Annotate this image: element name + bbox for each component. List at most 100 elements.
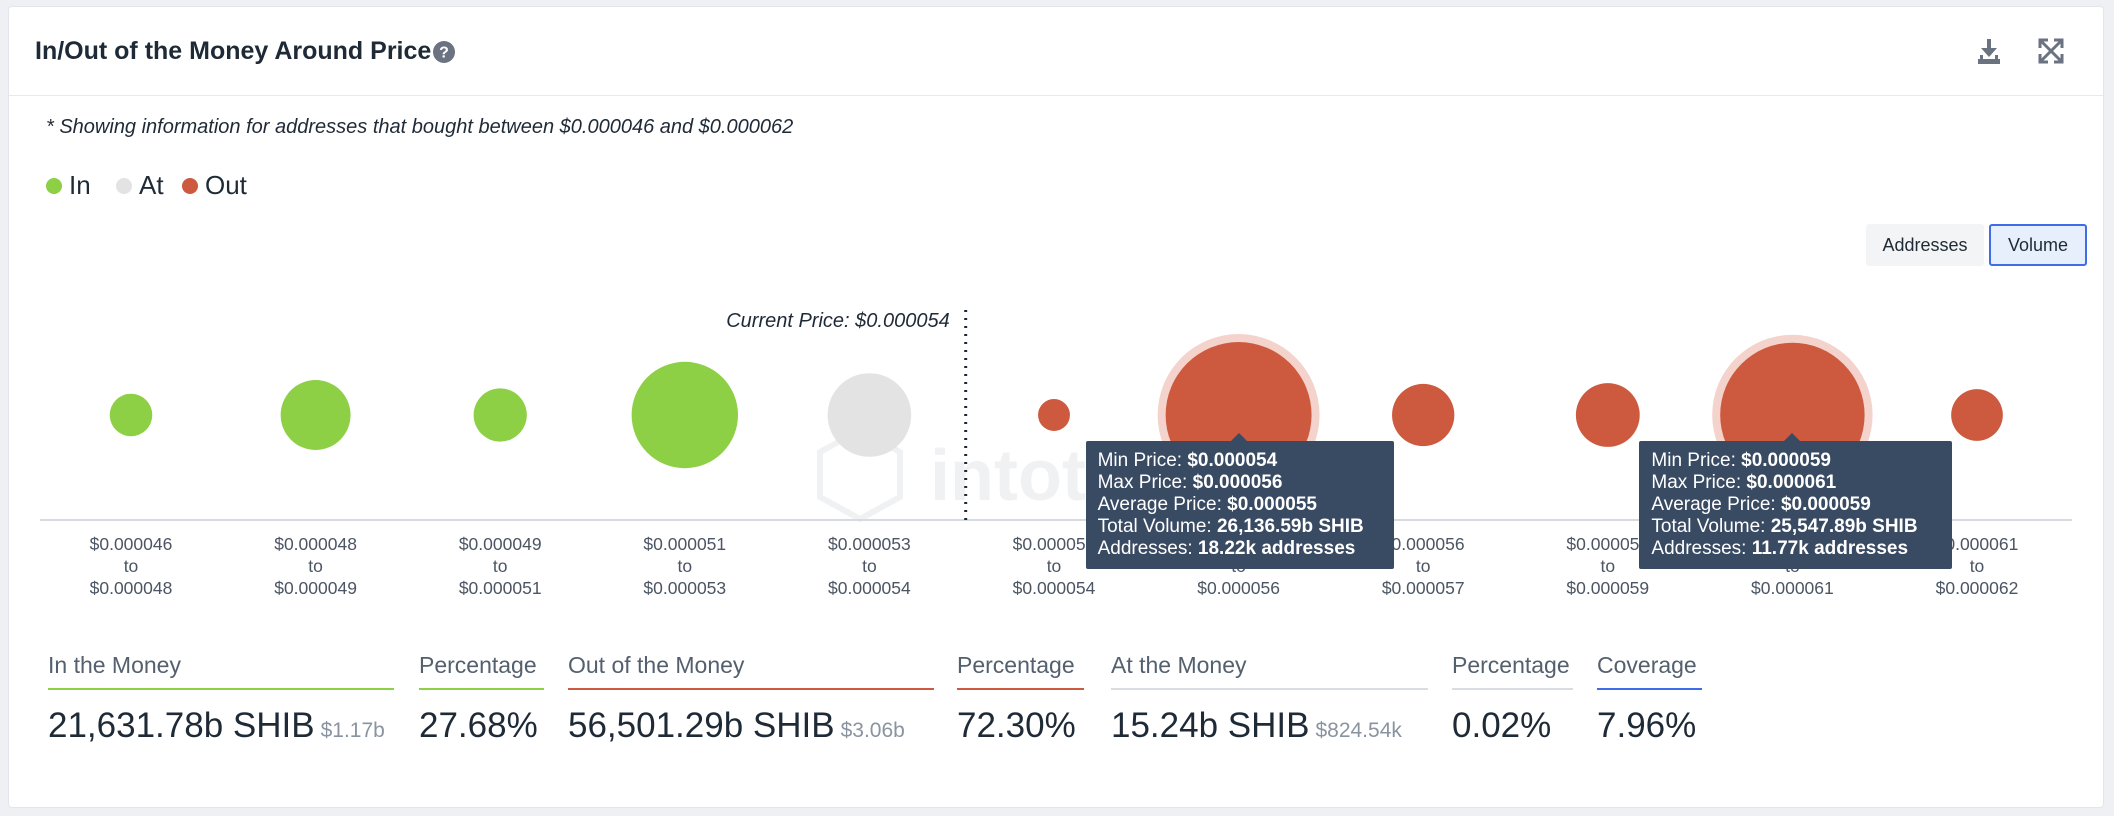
tooltip-caret bbox=[1230, 433, 1247, 441]
volume-toggle-button[interactable]: Volume bbox=[1989, 224, 2087, 266]
x-tick-label: $0.000054 bbox=[1013, 578, 1096, 598]
bubble-out bbox=[1392, 383, 1455, 447]
stat-value: 27.68% bbox=[419, 706, 544, 746]
tooltip-min-price-value: $0.000054 bbox=[1187, 450, 1278, 471]
tooltip-addresses-value: 11.77k addresses bbox=[1751, 538, 1909, 559]
stat-value-main: 7.96% bbox=[1597, 706, 1697, 745]
stat-value-main: 27.68% bbox=[419, 706, 538, 745]
x-tick-label: to bbox=[862, 556, 877, 576]
tooltip-addresses: Addresses: 11.77k addresses bbox=[1651, 538, 1940, 560]
stat-underline bbox=[568, 688, 934, 690]
tooltip-average-price: Average Price: $0.000059 bbox=[1651, 494, 1940, 516]
tooltip-average-price-value: $0.000055 bbox=[1227, 494, 1317, 515]
x-tick-label: $0.000059 bbox=[1566, 534, 1649, 554]
addresses-toggle-button[interactable]: Addresses bbox=[1866, 224, 1984, 266]
x-tick-label: $0.000053 bbox=[643, 578, 726, 598]
stat-value-main: 15.24b SHIB bbox=[1111, 706, 1310, 745]
legend-item-at[interactable]: At bbox=[116, 170, 164, 201]
stat-label: Percentage bbox=[1452, 652, 1570, 678]
download-icon[interactable] bbox=[1973, 35, 2005, 67]
bubble-in bbox=[631, 361, 738, 469]
stat-value: 21,631.78b SHIB $1.17b bbox=[48, 706, 394, 746]
x-tick-label: $0.000051 bbox=[643, 534, 726, 554]
legend-label-at: At bbox=[139, 170, 164, 200]
x-tick-label: to bbox=[1416, 556, 1431, 576]
tooltip-max-price: Max Price: $0.000061 bbox=[1651, 472, 1940, 494]
stat-value: 15.24b SHIB $824.54k bbox=[1111, 706, 1428, 746]
stat-value-usd: $824.54k bbox=[1315, 719, 1402, 742]
stat-underline bbox=[1597, 688, 1702, 690]
tooltip-min-price-label: Min Price: bbox=[1097, 450, 1188, 471]
bubble-tooltip: Min Price: $0.000054 Max Price: $0.000056… bbox=[1085, 433, 1394, 569]
bubble-in bbox=[109, 393, 153, 437]
x-tick-label: $0.000053 bbox=[828, 534, 911, 554]
x-tick-label: $0.000049 bbox=[274, 578, 357, 598]
x-tick-label: to bbox=[1047, 556, 1062, 576]
stat-out-of-the-money: Out of the Money 56,501.29b SHIB $3.06b bbox=[568, 652, 934, 746]
stat-underline bbox=[419, 688, 544, 690]
bubble-out bbox=[1038, 399, 1070, 431]
legend-item-out[interactable]: Out bbox=[182, 170, 247, 201]
stat-value-usd: $3.06b bbox=[840, 719, 905, 742]
x-tick-label: $0.000048 bbox=[274, 534, 357, 554]
tooltip-min-price: Min Price: $0.000054 bbox=[1098, 450, 1382, 472]
x-tick-label: $0.000054 bbox=[828, 578, 911, 598]
card-title: In/Out of the Money Around Price bbox=[35, 37, 432, 65]
tooltip-average-price-label: Average Price: bbox=[1097, 494, 1228, 515]
stat-label: Out of the Money bbox=[568, 652, 745, 678]
legend-label-in: In bbox=[69, 170, 91, 200]
tooltip-total-volume-label: Total Volume: bbox=[1097, 516, 1217, 537]
stat-percentage: Percentage 27.68% bbox=[419, 652, 544, 746]
x-tick-label: to bbox=[1970, 556, 1985, 576]
x-tick-label: $0.000061 bbox=[1936, 534, 2019, 554]
tooltip-average-price-label: Average Price: bbox=[1651, 494, 1781, 515]
stat-label: Percentage bbox=[957, 652, 1075, 678]
tooltip-addresses-value: 18.22k addresses bbox=[1197, 538, 1356, 559]
tooltip-max-price-value: $0.000061 bbox=[1746, 472, 1837, 493]
bubble-in bbox=[280, 380, 351, 450]
stat-value: 0.02% bbox=[1452, 706, 1573, 746]
x-tick-label: $0.000057 bbox=[1382, 578, 1465, 598]
stat-label: Coverage bbox=[1597, 652, 1697, 678]
x-tick-label: $0.000061 bbox=[1751, 578, 1834, 598]
stat-underline bbox=[1452, 688, 1573, 690]
tooltip-addresses: Addresses: 18.22k addresses bbox=[1098, 538, 1382, 560]
bubble-out bbox=[1951, 389, 2003, 441]
expand-icon[interactable] bbox=[2035, 35, 2067, 67]
legend-dot-out bbox=[182, 177, 198, 194]
tooltip-total-volume-value: 26,136.59b SHIB bbox=[1216, 516, 1364, 537]
x-tick-label: $0.000054 bbox=[1013, 534, 1096, 554]
stat-in-the-money: In the Money 21,631.78b SHIB $1.17b bbox=[48, 652, 394, 746]
stat-underline bbox=[957, 688, 1084, 690]
x-tick-label: $0.000059 bbox=[1566, 578, 1649, 598]
stat-value: 56,501.29b SHIB $3.06b bbox=[568, 706, 934, 746]
tooltip-addresses-label: Addresses: bbox=[1097, 538, 1198, 559]
tooltip-total-volume-value: 25,547.89b SHIB bbox=[1770, 516, 1918, 537]
stat-value-main: 72.30% bbox=[957, 706, 1076, 745]
stat-value-main: 0.02% bbox=[1452, 706, 1552, 745]
legend-item-in[interactable]: In bbox=[46, 170, 91, 201]
x-tick-label: $0.000056 bbox=[1382, 534, 1465, 554]
stat-at-the-money: At the Money 15.24b SHIB $824.54k bbox=[1111, 652, 1428, 746]
x-tick-label: $0.000062 bbox=[1936, 578, 2019, 598]
svg-text:?: ? bbox=[439, 45, 449, 62]
question-circle-icon[interactable]: ? bbox=[432, 40, 456, 64]
tooltip-max-price-label: Max Price: bbox=[1097, 472, 1193, 493]
card-header: In/Out of the Money Around Price ? bbox=[9, 7, 2103, 96]
x-tick-label: $0.000049 bbox=[459, 534, 542, 554]
stat-value: 72.30% bbox=[957, 706, 1084, 746]
x-tick-label: $0.000048 bbox=[90, 578, 173, 598]
stat-underline bbox=[48, 688, 394, 690]
stat-value-usd: $1.17b bbox=[320, 719, 385, 742]
bubble-in bbox=[473, 388, 527, 442]
x-tick-label: to bbox=[677, 556, 692, 576]
x-tick-label: $0.000056 bbox=[1197, 578, 1280, 598]
tooltip-max-price-label: Max Price: bbox=[1651, 472, 1747, 493]
stat-value-main: 21,631.78b SHIB bbox=[48, 706, 315, 745]
tooltip-total-volume: Total Volume: 25,547.89b SHIB bbox=[1651, 516, 1940, 538]
stat-value-main: 56,501.29b SHIB bbox=[568, 706, 835, 745]
tooltip-max-price: Max Price: $0.000056 bbox=[1098, 472, 1382, 494]
tooltip-min-price: Min Price: $0.000059 bbox=[1651, 450, 1940, 472]
legend-dot-in bbox=[46, 177, 62, 194]
x-tick-label: to bbox=[493, 556, 508, 576]
